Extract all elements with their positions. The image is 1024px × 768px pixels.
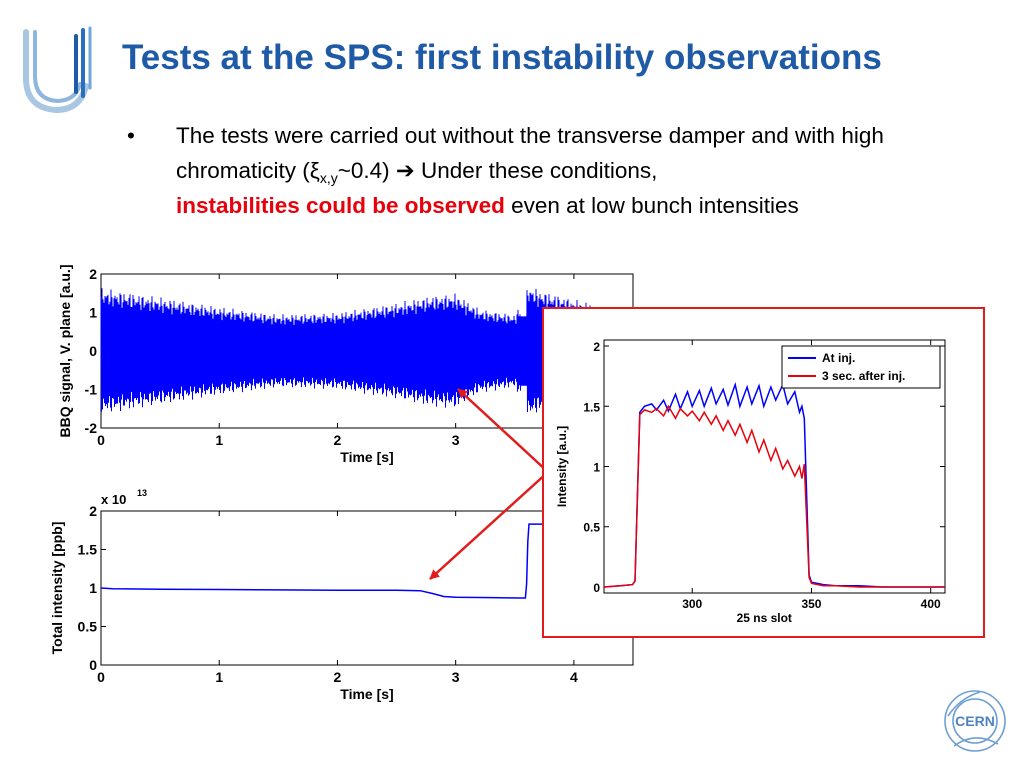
y-tick-label: 0: [593, 581, 600, 595]
inset-frame: 300 350 400 2 1.5 1 0.5 0 25 ns slot Intensity [a…: [542, 307, 985, 638]
x-tick-label: 3: [452, 432, 460, 448]
legend-box: [781, 345, 941, 389]
y-tick-label: 1.5: [583, 400, 600, 414]
bullet-part-3: Under these conditions,: [414, 158, 658, 183]
y-tick-label: 2: [89, 503, 97, 519]
slide-title: Tests at the SPS: first instability obse…: [122, 38, 882, 77]
university-logo: [23, 26, 92, 114]
arrow-icon: ➔: [395, 158, 415, 183]
slot-series-after-3s: [603, 404, 945, 588]
y-tick-label: 0: [89, 657, 97, 673]
cern-logo-text: CERN: [955, 713, 995, 729]
legend-label: 3 sec. after inj.: [822, 369, 905, 383]
x-tick-label: 0: [97, 432, 105, 448]
bullet-highlight: instabilities could be observed: [176, 193, 505, 218]
y-tick-label: 2: [593, 340, 600, 354]
y-tick-label: 0: [89, 343, 97, 359]
bunch-slot-chart: 300 350 400 2 1.5 1 0.5 0 25 ns slot Intensity [a…: [555, 339, 946, 625]
y-axis-label: Intensity [a.u.]: [555, 426, 569, 507]
x-tick-label: 1: [215, 432, 223, 448]
y-tick-label: -1: [85, 382, 98, 398]
x-tick-label: 1: [215, 669, 223, 685]
y-tick-label: 2: [89, 266, 97, 282]
x-tick-label: 4: [570, 669, 578, 685]
x-tick-label: 3: [452, 669, 460, 685]
cern-ring-outer: [944, 690, 1006, 752]
y-tick-label: 1: [89, 305, 97, 321]
y-tick-label: 1: [89, 580, 97, 596]
x-axis-label: Time [s]: [340, 449, 393, 465]
x-tick-label: 2: [334, 669, 342, 685]
y-tick-label: 0.5: [583, 521, 600, 535]
bullet-marker: •: [127, 123, 135, 148]
x-tick-label: 300: [682, 597, 702, 611]
x-tick-label: 2: [334, 432, 342, 448]
cern-ring-inner: [952, 698, 998, 744]
y-tick-label: 1.5: [78, 542, 98, 558]
bullet-part-4: even at low bunch intensities: [504, 193, 799, 218]
x-tick-label: 0: [97, 669, 105, 685]
y-tick-label: -2: [85, 420, 98, 436]
bullet-text: The tests were carried out without the t…: [176, 118, 986, 223]
y-axis-label: BBQ signal, V. plane [a.u.]: [57, 265, 73, 438]
bullet-part-2: ~0.4): [337, 158, 396, 183]
x-tick-label: 350: [801, 597, 821, 611]
cern-line-2: [947, 691, 981, 717]
bullet-part-1: The tests were carried out without the t…: [176, 123, 884, 183]
bbq-signal-series: [100, 288, 592, 413]
x-axis-label: Time [s]: [340, 686, 393, 702]
y-tick-label: 0.5: [78, 619, 98, 635]
multiplier-label: x 10: [101, 492, 126, 507]
chromaticity-subscript: x,y: [319, 170, 338, 186]
cern-line-1: [953, 737, 999, 747]
logo-arc-1: [23, 29, 89, 114]
y-tick-label: 1: [593, 461, 600, 475]
x-axis-label: 25 ns slot: [737, 611, 792, 625]
logo-arc-2: [33, 30, 82, 104]
multiplier-exponent: 13: [137, 488, 147, 498]
cern-logo: CERN: [944, 690, 1006, 752]
legend-label: At inj.: [822, 351, 855, 365]
y-axis-label: Total intensity [ppb]: [49, 522, 65, 655]
x-tick-label: 400: [921, 597, 941, 611]
